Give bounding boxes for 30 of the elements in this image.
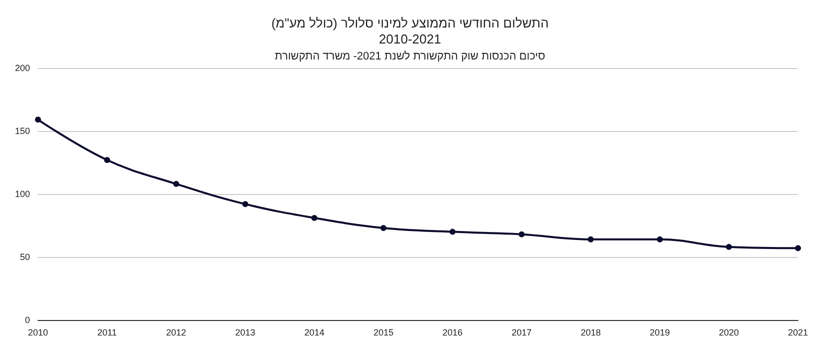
x-tick-label: 2021 (788, 328, 808, 338)
point (450, 228, 456, 235)
point (795, 245, 801, 252)
x-tick-label: 2019 (650, 328, 670, 338)
x-tick-label: 2015 (373, 328, 394, 338)
x-tick-label: 2020 (718, 328, 739, 338)
x-tick-label: 2012 (166, 328, 186, 338)
point (518, 231, 525, 238)
x-tick-label: 2013 (235, 328, 256, 338)
y-tick-label: 50 (20, 252, 30, 262)
point (173, 180, 180, 187)
x-tick-label: 2017 (512, 328, 532, 338)
y-tick-label: 200 (14, 63, 30, 73)
point (104, 156, 110, 163)
point (726, 244, 732, 250)
point (242, 201, 248, 208)
point (35, 116, 41, 123)
point (311, 214, 318, 221)
y-tick-label: 0 (24, 315, 30, 325)
x-tick-label: 2010 (28, 328, 48, 338)
x-tick-label: 2014 (304, 328, 324, 338)
point (656, 236, 663, 242)
point (588, 236, 594, 242)
point (380, 225, 386, 232)
x-tick-label: 2011 (97, 328, 117, 338)
y-tick-label: 150 (14, 126, 30, 136)
x-tick-label: 2018 (580, 328, 601, 338)
chart-subtitle: סיכום הכנסות שוק התקשורת לשנת 2021- משרד התקשורת (274, 50, 546, 62)
x-tick-label: 2016 (442, 328, 463, 338)
y-tick-label: 100 (14, 189, 30, 199)
